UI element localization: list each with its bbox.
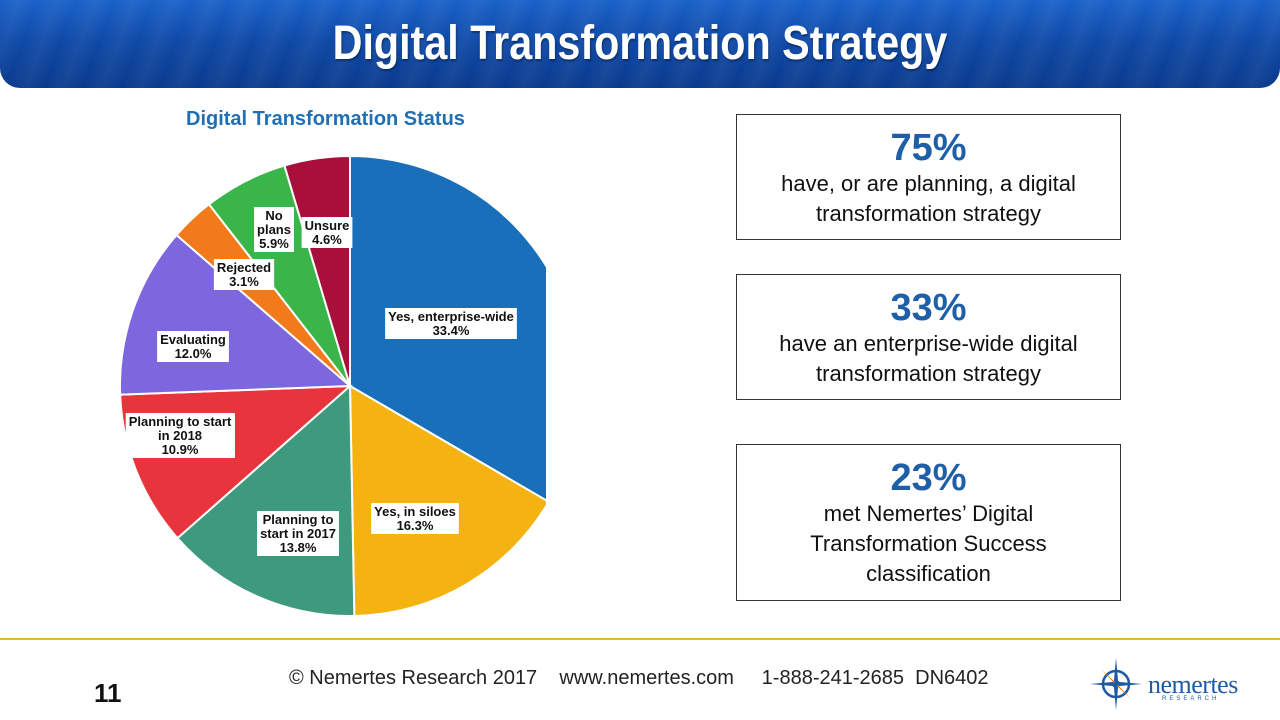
logo-wordmark: nemertes: [1148, 670, 1238, 699]
stat-description: met Nemertes’ Digital Transformation Suc…: [810, 501, 1047, 586]
header-sheen: [0, 0, 1280, 88]
slice-category-label: Planning to start: [129, 414, 232, 429]
pie-slice: [283, 154, 351, 387]
slice-category-label: Yes, in siloes: [374, 504, 456, 519]
slice-category-label: plans: [257, 222, 291, 237]
slide-title: Digital Transformation Strategy: [332, 17, 948, 70]
stat-description: have, or are planning, a digital transfo…: [781, 171, 1076, 226]
slice-value-label: 13.8%: [280, 540, 317, 555]
slice-value-label: 5.9%: [259, 236, 289, 251]
chart-panel: Yes, enterprise-wide 33.4% Yes, in siloes 1…: [100, 100, 546, 622]
slice-value-label: 12.0%: [175, 346, 212, 361]
slice-category-label: Rejected: [217, 260, 271, 275]
slice-category-label: Yes, enterprise-wide: [388, 309, 514, 324]
slice-category-label: Evaluating: [160, 332, 226, 347]
footer-copyright: © Nemertes Research 2017 www.nemertes.co…: [289, 667, 989, 689]
slice-category-label: No: [265, 208, 282, 223]
stat-big-value: 23%: [890, 457, 967, 499]
logo-subtext: RESEARCH: [1162, 696, 1220, 702]
slice-value-label: 4.6%: [312, 232, 342, 247]
stat-description: have an enterprise-wide digital transfor…: [779, 331, 1078, 386]
slide-number: 11: [94, 678, 122, 708]
slice-category-label: Unsure: [305, 218, 350, 233]
slice-value-label: 16.3%: [397, 518, 434, 533]
pie-slice: [348, 384, 546, 617]
footer-divider: [0, 638, 1280, 640]
header-banner: Digital Transformation Strategy: [0, 0, 1280, 88]
chart-title: Digital Transformation Status: [186, 108, 465, 130]
pie-slice: [176, 383, 356, 617]
stat-box-2: 33% have an enterprise-wide digital tran…: [736, 274, 1121, 400]
nemertes-logo: nemertes RESEARCH: [1088, 656, 1248, 712]
stat-big-value: 33%: [890, 287, 967, 329]
stat-box-3: 23% met Nemertes’ Digital Transformation…: [736, 444, 1121, 601]
slice-value-label: 10.9%: [162, 442, 199, 457]
slice-category-label: in 2018: [158, 428, 202, 443]
slice-value-label: 3.1%: [229, 274, 259, 289]
slice-category-label: Planning to: [263, 512, 334, 527]
compass-icon: [1090, 658, 1142, 710]
stat-box-1: 75% have, or are planning, a digital tra…: [736, 114, 1121, 240]
stat-big-value: 75%: [890, 127, 967, 169]
slice-value-label: 33.4%: [433, 323, 470, 338]
slice-category-label: start in 2017: [260, 526, 336, 541]
